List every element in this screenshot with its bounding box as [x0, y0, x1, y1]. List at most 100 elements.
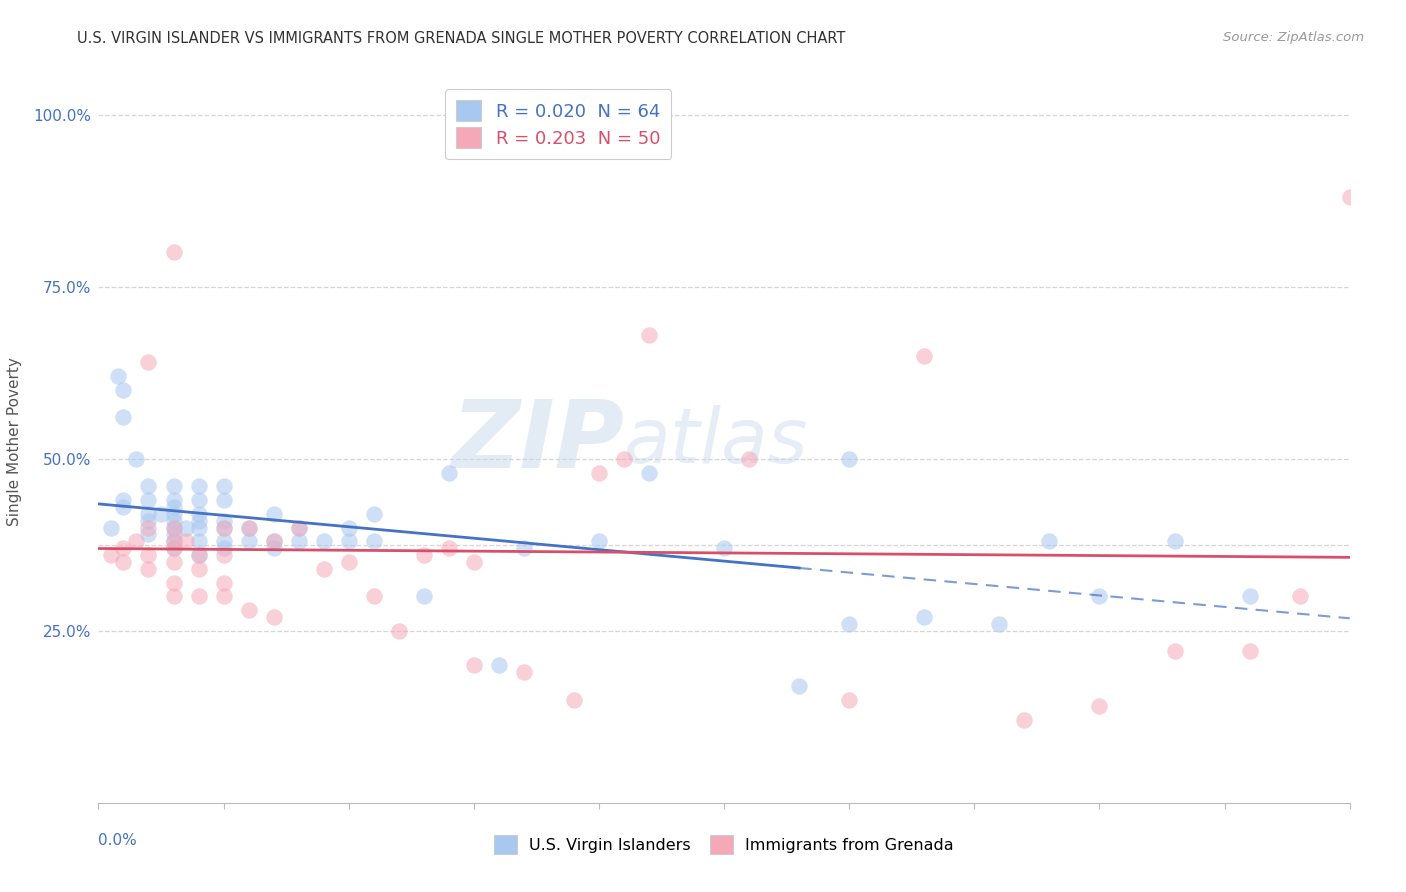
Point [125, 534, 148, 549]
Point [162, 520, 184, 534]
Point [187, 548, 209, 562]
Point [238, 520, 260, 534]
Point [312, 534, 335, 549]
Point [212, 590, 235, 604]
Point [212, 541, 235, 556]
Point [838, 692, 860, 706]
Point [212, 493, 235, 508]
Y-axis label: Single Mother Poverty: Single Mother Poverty [7, 357, 22, 526]
Point [337, 534, 360, 549]
Point [838, 616, 860, 631]
Point [162, 500, 184, 514]
Point [138, 507, 160, 521]
Point [388, 624, 411, 638]
Point [1163, 534, 1185, 549]
Point [588, 534, 610, 549]
Point [162, 245, 184, 260]
Point [287, 520, 309, 534]
Point [363, 534, 385, 549]
Text: ZIP: ZIP [451, 395, 624, 488]
Point [174, 520, 197, 534]
Point [162, 514, 184, 528]
Point [638, 466, 661, 480]
Point [1088, 699, 1111, 714]
Point [1038, 534, 1060, 549]
Point [212, 548, 235, 562]
Point [162, 555, 184, 569]
Point [1014, 713, 1036, 727]
Point [713, 541, 735, 556]
Point [138, 527, 160, 541]
Point [162, 541, 184, 556]
Point [463, 658, 485, 673]
Point [187, 514, 209, 528]
Point [162, 534, 184, 549]
Point [263, 610, 285, 624]
Point [613, 451, 636, 466]
Point [588, 466, 610, 480]
Point [638, 327, 661, 342]
Point [337, 520, 360, 534]
Point [187, 534, 209, 549]
Point [1088, 590, 1111, 604]
Point [138, 562, 160, 576]
Point [187, 479, 209, 493]
Text: U.S. VIRGIN ISLANDER VS IMMIGRANTS FROM GRENADA SINGLE MOTHER POVERTY CORRELATIO: U.S. VIRGIN ISLANDER VS IMMIGRANTS FROM … [77, 31, 845, 46]
Point [162, 479, 184, 493]
Point [162, 520, 184, 534]
Point [1239, 644, 1261, 658]
Point [138, 355, 160, 369]
Point [212, 520, 235, 534]
Point [912, 349, 935, 363]
Point [212, 514, 235, 528]
Point [162, 534, 184, 549]
Point [1339, 190, 1361, 204]
Point [912, 610, 935, 624]
Point [1239, 590, 1261, 604]
Point [263, 541, 285, 556]
Point [238, 534, 260, 549]
Text: Source: ZipAtlas.com: Source: ZipAtlas.com [1223, 31, 1364, 45]
Point [112, 383, 135, 397]
Point [363, 507, 385, 521]
Point [112, 410, 135, 425]
Point [162, 541, 184, 556]
Point [187, 520, 209, 534]
Point [337, 555, 360, 569]
Point [100, 548, 122, 562]
Point [838, 451, 860, 466]
Text: 0.0%: 0.0% [98, 833, 138, 848]
Point [162, 507, 184, 521]
Point [138, 548, 160, 562]
Point [187, 507, 209, 521]
Point [263, 507, 285, 521]
Point [174, 534, 197, 549]
Point [312, 562, 335, 576]
Point [787, 679, 810, 693]
Point [187, 493, 209, 508]
Point [162, 493, 184, 508]
Point [162, 527, 184, 541]
Point [138, 520, 160, 534]
Point [988, 616, 1011, 631]
Point [138, 514, 160, 528]
Point [287, 520, 309, 534]
Point [363, 590, 385, 604]
Point [112, 500, 135, 514]
Point [138, 479, 160, 493]
Point [100, 520, 122, 534]
Point [212, 534, 235, 549]
Point [112, 493, 135, 508]
Legend: U.S. Virgin Islanders, Immigrants from Grenada: U.S. Virgin Islanders, Immigrants from G… [485, 826, 963, 863]
Point [187, 562, 209, 576]
Point [212, 575, 235, 590]
Point [162, 590, 184, 604]
Point [488, 658, 510, 673]
Point [125, 451, 148, 466]
Point [150, 507, 173, 521]
Point [513, 541, 536, 556]
Point [1288, 590, 1310, 604]
Text: atlas: atlas [624, 405, 808, 478]
Point [412, 590, 434, 604]
Point [162, 575, 184, 590]
